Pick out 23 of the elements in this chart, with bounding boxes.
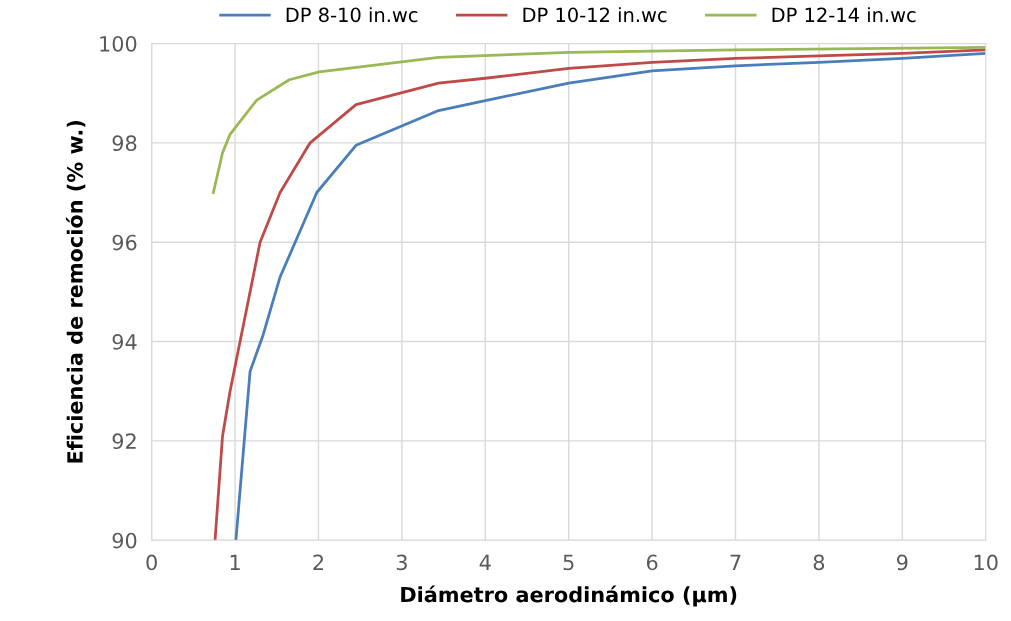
line-series xyxy=(211,46,986,194)
y-tick-label: 96 xyxy=(112,234,137,251)
x-tick-label: 1 xyxy=(230,554,240,570)
y-tick-label: 90 xyxy=(112,532,137,549)
x-tick-label: 2 xyxy=(313,554,324,570)
x-tick-label: 3 xyxy=(396,554,407,571)
x-tick-label: 5 xyxy=(563,554,574,571)
y-tick-label: 98 xyxy=(112,135,137,152)
x-tick-label: 0 xyxy=(146,554,157,571)
x-tick-label: 4 xyxy=(479,554,491,570)
y-tick-label: 94 xyxy=(112,334,137,350)
y-tick-label: 100 xyxy=(100,35,137,52)
legend-label: DP 8-10 in.wc xyxy=(286,7,418,23)
x-tick-label: 8 xyxy=(813,554,825,571)
y-tick-label: 92 xyxy=(112,433,136,450)
x-tick-label: 6 xyxy=(646,554,658,571)
x-tick-label: 9 xyxy=(897,554,908,571)
x-tick-label: 7 xyxy=(730,554,741,570)
legend-label: DP 12-14 in.wc xyxy=(772,7,916,23)
legend-label: DP 10-12 in.wc xyxy=(523,7,667,23)
y-axis-title: Eficiencia de remoción (% w.) xyxy=(65,121,86,463)
x-tick-label: 10 xyxy=(974,554,998,571)
x-axis-title: Diámetro aerodinámico (µm) xyxy=(401,585,737,607)
